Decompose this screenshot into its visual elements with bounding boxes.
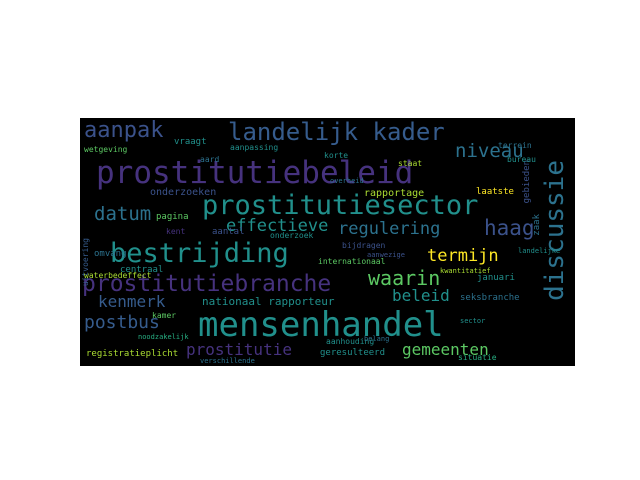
word-registratieplicht: registratieplicht (86, 349, 179, 359)
word-terrein: terrein (498, 141, 532, 150)
word-bijdragen: bijdragen (342, 241, 386, 250)
word-landelijke: landelijke (518, 247, 561, 255)
word-postbus: postbus (84, 312, 160, 333)
word-prostitutiebranche: prostitutiebranche (82, 271, 332, 297)
word-bureau: bureau (507, 155, 536, 164)
word-niveau: niveau (455, 140, 524, 162)
word-wetgeving: wetgeving (84, 145, 128, 154)
word-omvang: omvang (94, 249, 127, 259)
word-laatste: laatste (476, 187, 514, 197)
word-sector: sector (460, 317, 486, 325)
word-aantal: aantal (212, 227, 245, 237)
word-internationaal: internationaal (318, 257, 386, 266)
word-aanhouding: aanhouding (326, 337, 375, 346)
word-haag: haag (484, 216, 535, 240)
word-effectieve: effectieve (226, 216, 329, 236)
word-vraagt: vraagt (174, 137, 207, 147)
word-pagina: pagina (156, 212, 189, 222)
word-landelijk-kader: landelijk kader (228, 118, 445, 146)
word-prostitutiesector: prostitutiesector (202, 190, 479, 221)
word-centraal: centraal (120, 265, 164, 275)
word-cloud: landelijk kader aanpak prostitutiebeleid… (80, 118, 575, 366)
word-waarin: waarin (368, 266, 441, 290)
word-kent: kent (166, 227, 186, 236)
word-prostitutiebeleid: prostitutiebeleid (96, 155, 414, 191)
word-aanpassing: aanpassing (230, 143, 279, 152)
word-aanpak: aanpak (84, 118, 164, 143)
word-onderzoek: onderzoek (270, 231, 314, 240)
word-onderzoeken: onderzoeken (150, 187, 217, 198)
word-datum: datum (94, 203, 152, 225)
word-termijn: termijn (427, 246, 499, 266)
word-kwantitatief: kwantitatief (440, 267, 491, 275)
word-seksbranche: seksbranche (460, 293, 520, 303)
word-bestrijding: bestrijding (110, 238, 289, 269)
word-gebieden: gebieden (522, 160, 532, 204)
word-noodzakelijk: noodzakelijk (138, 333, 189, 341)
word-korte: korte (324, 151, 349, 160)
word-mensenhandel: mensenhandel (198, 305, 444, 345)
word-aard: aard (200, 155, 220, 164)
word-januari: januari (477, 273, 515, 283)
word-beleid: beleid (392, 286, 450, 305)
word-overheid: overheid (330, 177, 364, 185)
word-staat: staat (398, 159, 423, 168)
word-prostitutie: prostitutie (186, 340, 292, 359)
word-waterbedeffect: waterbedeffect (84, 271, 152, 280)
word-gemeenten: gemeenten (402, 340, 489, 359)
word-zaak: zaak (532, 214, 542, 236)
word-belang: belang (364, 335, 390, 343)
word-kenmerk: kenmerk (98, 292, 166, 311)
word-verschillende: verschillende (200, 357, 255, 365)
word-situatie: situatie (458, 353, 497, 362)
word-regulering: regulering (338, 219, 441, 239)
word-geresulteerd: geresulteerd (320, 348, 386, 358)
word-nationaal-rapporteur: nationaal rapporteur (202, 295, 335, 308)
word-discussie: discussie (540, 160, 570, 301)
word-rapportage: rapportage (364, 188, 425, 199)
word-aanwezige: aanwezige (367, 251, 405, 259)
word-kamer: kamer (152, 311, 177, 320)
